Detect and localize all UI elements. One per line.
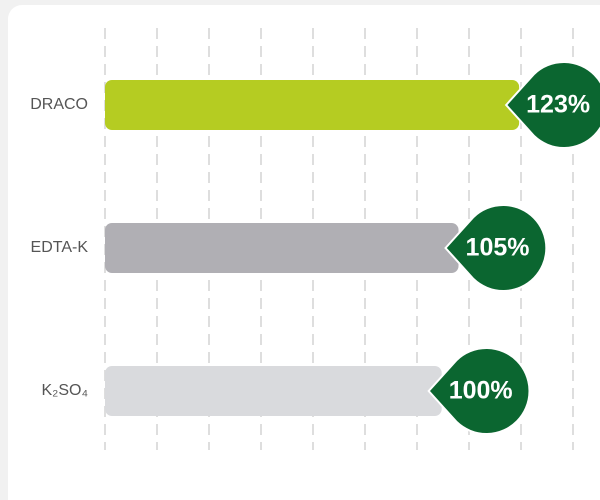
category-label: DRACO bbox=[30, 96, 88, 113]
category-label: K₂SO₄ bbox=[41, 382, 88, 399]
bar bbox=[105, 223, 459, 273]
category-label: EDTA-K bbox=[31, 239, 89, 256]
bar bbox=[105, 366, 442, 416]
value-badge bbox=[504, 61, 600, 149]
value-badge bbox=[444, 204, 548, 292]
value-label: 100% bbox=[449, 377, 513, 405]
value-badge bbox=[427, 347, 531, 435]
value-label: 105% bbox=[466, 234, 530, 262]
value-label: 123% bbox=[526, 91, 590, 119]
bar bbox=[105, 80, 520, 130]
plot: DRACO 123% EDTA-K 105% K₂SO₄ 100% bbox=[30, 61, 600, 435]
